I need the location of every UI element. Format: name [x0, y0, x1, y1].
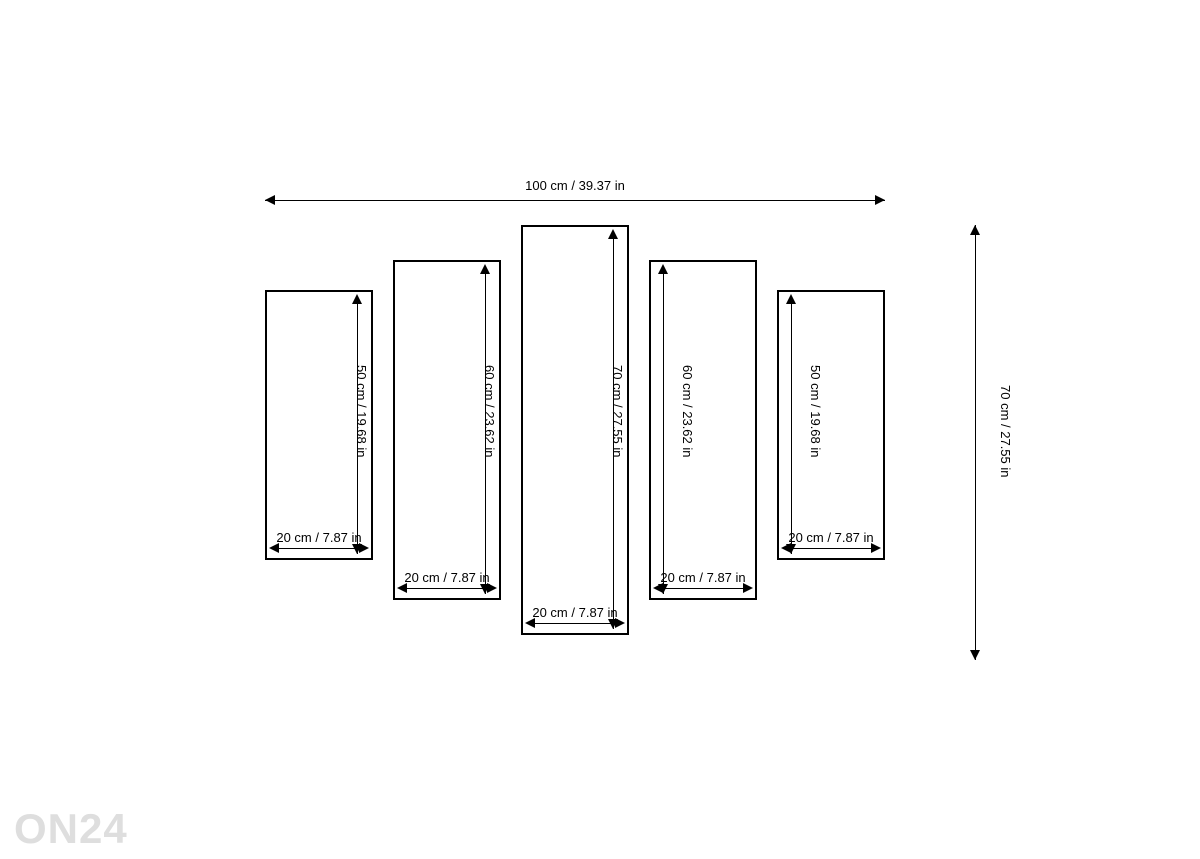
panel-4-width-label: 20 cm / 7.87 in — [660, 570, 745, 585]
panel-2-width-label: 20 cm / 7.87 in — [404, 570, 489, 585]
panel-5-width-line — [783, 548, 879, 549]
panel-2-height-arrow-d — [480, 584, 490, 594]
panel-3-height-arrow-u — [608, 229, 618, 239]
panel-4-height-arrow-d — [658, 584, 668, 594]
panel-5-height-arrow-u — [786, 294, 796, 304]
panel-4 — [649, 260, 757, 600]
right-dim-arrow-up — [970, 225, 980, 235]
panel-1-height-arrow-u — [352, 294, 362, 304]
top-dim-arrow-left — [265, 195, 275, 205]
panel-3-height-label: 70 cm / 27.55 in — [610, 365, 625, 458]
panel-3-height-arrow-d — [608, 619, 618, 629]
right-dim-label: 70 cm / 27.55 in — [998, 385, 1013, 478]
panel-1-height-arrow-d — [352, 544, 362, 554]
panel-1-width-label: 20 cm / 7.87 in — [276, 530, 361, 545]
panel-4-height-line — [663, 266, 664, 594]
top-dim-arrow-right — [875, 195, 885, 205]
panel-1-height-label: 50 cm / 19.68 in — [354, 365, 369, 458]
right-dim-line — [975, 225, 976, 660]
watermark-text: ON24 — [14, 805, 128, 853]
top-dim-line — [265, 200, 885, 201]
panel-5-height-label: 50 cm / 19.68 in — [808, 365, 823, 458]
diagram-stage: 100 cm / 39.37 in 70 cm / 27.55 in 20 cm… — [0, 0, 1200, 859]
panel-5 — [777, 290, 885, 560]
right-dim-arrow-down — [970, 650, 980, 660]
top-dim-label: 100 cm / 39.37 in — [525, 178, 625, 193]
panel-5-height-arrow-d — [786, 544, 796, 554]
panel-4-width-line — [655, 588, 751, 589]
panel-5-width-label: 20 cm / 7.87 in — [788, 530, 873, 545]
panel-4-height-arrow-u — [658, 264, 668, 274]
panel-3-width-label: 20 cm / 7.87 in — [532, 605, 617, 620]
panel-2-height-arrow-u — [480, 264, 490, 274]
panel-2-height-label: 60 cm / 23.62 in — [482, 365, 497, 458]
panel-5-height-line — [791, 296, 792, 554]
panel-4-height-label: 60 cm / 23.62 in — [680, 365, 695, 458]
